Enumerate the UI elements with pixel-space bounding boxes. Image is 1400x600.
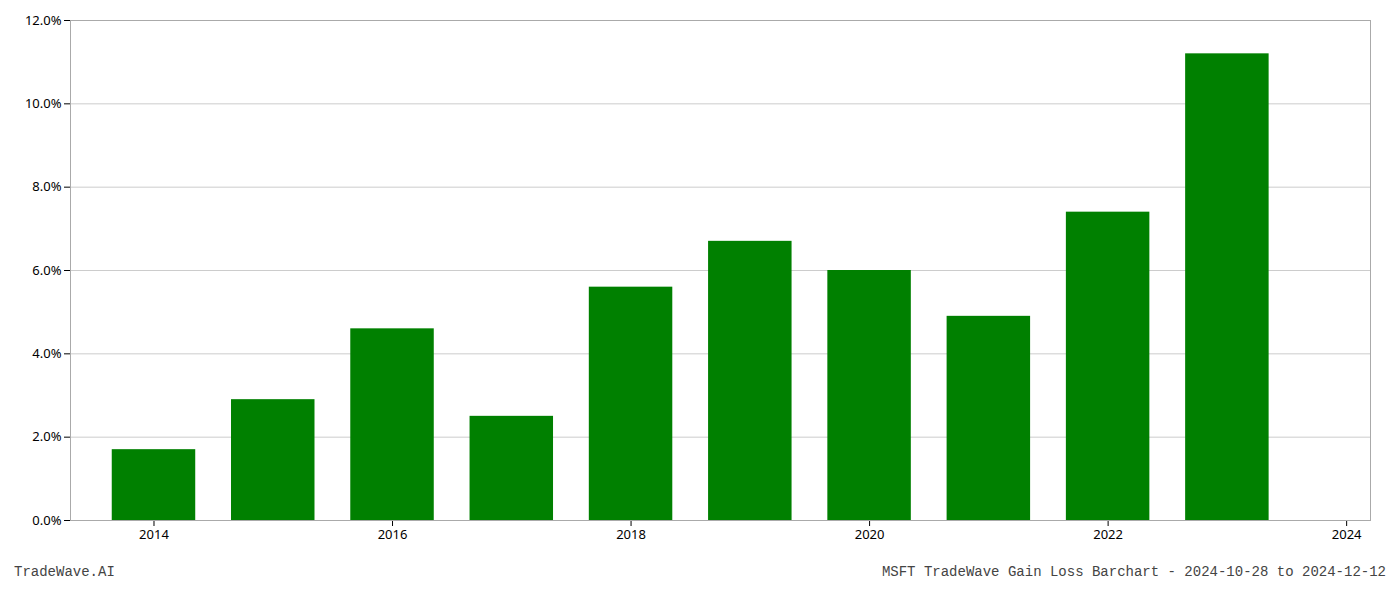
- svg-text:2022: 2022: [1093, 525, 1123, 543]
- svg-text:2.0%: 2.0%: [32, 427, 61, 445]
- svg-text:2024: 2024: [1332, 525, 1362, 543]
- svg-text:4.0%: 4.0%: [32, 344, 61, 362]
- svg-text:2018: 2018: [616, 525, 646, 543]
- svg-text:2016: 2016: [378, 525, 408, 543]
- html-text:MSFT TradeWave Gain Loss Barch: MSFT TradeWave Gain Loss Barchart - 2024…: [881, 564, 1386, 580]
- svg-text:8.0%: 8.0%: [32, 177, 61, 195]
- svg-text:12.0%: 12.0%: [25, 11, 62, 29]
- svg-text:2020: 2020: [855, 525, 885, 543]
- svg-text:6.0%: 6.0%: [32, 261, 61, 279]
- svg-text:10.0%: 10.0%: [25, 94, 62, 112]
- svg-text:2014: 2014: [139, 525, 169, 543]
- html-text:TradeWave.AI: TradeWave.AI: [14, 564, 115, 580]
- svg-text:0.0%: 0.0%: [32, 511, 61, 529]
